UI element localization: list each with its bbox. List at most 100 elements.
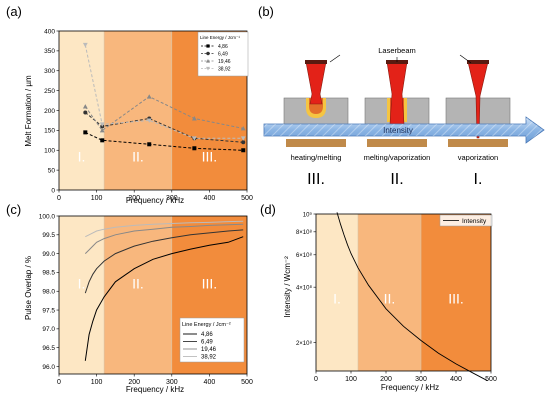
a-zone-label: III. [202, 148, 218, 164]
stage-roman-numeral: III. [307, 171, 325, 188]
a-data-point [82, 104, 88, 109]
panel-a-chart: (a) I. II. III. 0 100 200 300 400 500 0 50 100 150 2… [6, 4, 253, 205]
panel-c-legend-label: 6,49 [201, 340, 213, 346]
panel-d-chart: (d) I. II. III. 0 100 200 300 400 500 10⁹ 8×10⁸ 6×… [260, 202, 497, 392]
a-data-point [83, 130, 88, 135]
panel-a-legend-label: 6,49 [218, 52, 228, 58]
a-data-point [241, 140, 246, 145]
d-x-tick-label: 0 [314, 376, 318, 383]
stage-caption: vaporization [458, 153, 498, 162]
d-plot-frame [315, 213, 492, 372]
panel-b-diagram: (b) Laserbeam [258, 4, 545, 188]
a-y-tick-label: 0 [51, 187, 55, 194]
d-x-tick-label: 100 [345, 376, 357, 383]
a-data-point [191, 136, 197, 141]
panel-c-x-axis-title: Frequency / kHz [126, 385, 184, 394]
laserbeam-label: Laserbeam [378, 46, 416, 55]
a-x-tick-label: 500 [241, 195, 253, 202]
panel-a-legend-marker [206, 59, 210, 63]
a-zone-2 [104, 31, 172, 190]
c-y-tick-label: 99.5 [42, 232, 55, 239]
a-data-point [191, 116, 197, 121]
a-data-point [99, 127, 105, 133]
a-data-point [99, 122, 105, 127]
a-data-point [147, 142, 152, 147]
a-data-point [82, 42, 88, 48]
pointer-arrow [329, 54, 341, 63]
panel-c-y-axis-title: Pulse Overlap / % [24, 256, 33, 320]
c-series-line-0 [84, 236, 244, 361]
a-y-tick-label: 200 [44, 108, 55, 115]
c-zone-1 [59, 216, 105, 374]
c-y-tick-label: 96.5 [42, 345, 55, 352]
a-y-tick-label: 250 [44, 88, 55, 95]
a-y-tick-label: 350 [44, 48, 55, 55]
d-x-tick-label: 200 [380, 376, 392, 383]
panel-d-legend-label: Intensity [462, 218, 487, 225]
panel-a-label: (a) [6, 4, 22, 19]
c-y-tick-label: 98.0 [42, 289, 55, 296]
laser-nozzle [467, 60, 489, 64]
c-y-tick-label: 100.0 [39, 213, 56, 220]
panel-c-legend-label: 4,86 [201, 332, 213, 338]
a-x-tick-label: 0 [57, 195, 61, 202]
c-plot-frame [58, 215, 248, 375]
d-zone-label: I. [333, 290, 341, 306]
base-plate [286, 139, 346, 147]
panel-a-legend-marker [206, 44, 210, 48]
c-y-tick-label: 99.0 [42, 251, 55, 258]
panel-a-y-axis-title: Melt Formation / µm [24, 75, 33, 147]
panel-c-legend-title: Line Energy / Jcm⁻² [182, 322, 231, 328]
intensity-arrow-label: Intensity [383, 126, 413, 135]
panel-b-label: (b) [258, 4, 274, 19]
a-data-point [192, 146, 197, 151]
a-data-point [146, 94, 152, 99]
c-x-tick-label: 100 [91, 379, 103, 386]
c-x-tick-label: 500 [241, 379, 253, 386]
c-x-tick-label: 300 [166, 379, 178, 386]
stage-roman-numeral: I. [474, 171, 483, 188]
a-y-tick-label: 150 [44, 128, 55, 135]
d-x-tick-label: 400 [450, 376, 462, 383]
a-y-tick-label: 400 [44, 28, 55, 35]
base-plate [367, 139, 427, 147]
d-zone-3 [421, 214, 491, 371]
panel-a-legend-label: 38,92 [218, 67, 231, 73]
c-x-tick-label: 200 [128, 379, 140, 386]
panel-a-legend-label: 19,46 [218, 59, 231, 65]
d-y-tick-label: 6×10⁸ [296, 252, 313, 259]
stage-caption: melting/vaporization [364, 153, 431, 162]
panel-c-legend-label: 38,92 [201, 355, 217, 361]
panel-a-legend-title: Line Energy / Jcm⁻¹ [200, 35, 240, 40]
d-y-tick-label: 2×10⁸ [296, 340, 313, 347]
c-x-tick-label: 400 [204, 379, 216, 386]
pointer-arrow [459, 54, 472, 64]
c-series-line-1 [84, 229, 244, 294]
panel-a-x-axis-title: Frequency / kHz [126, 196, 184, 205]
panel-d-y-axis-title: Intensity / Wcm⁻² [283, 256, 292, 318]
a-data-point [240, 136, 246, 141]
c-y-tick-label: 96.0 [42, 364, 55, 371]
a-series-line-1 [84, 112, 244, 143]
panel-d-legend: Intensity [439, 214, 493, 227]
d-zone-label: II. [384, 290, 396, 306]
d-y-tick-label: 8×10⁸ [296, 229, 313, 236]
c-zone-2 [104, 216, 172, 374]
c-y-tick-label: 97.5 [42, 307, 55, 314]
d-zone-label: III. [448, 290, 464, 306]
c-y-tick-label: 97.0 [42, 326, 55, 333]
panel-c-label: (c) [6, 202, 21, 217]
a-data-point [240, 125, 246, 131]
a-y-tick-label: 100 [44, 148, 55, 155]
panel-c-legend-box [179, 317, 245, 363]
d-y-tick-label: 10⁹ [303, 211, 313, 218]
c-zone-label: II. [132, 276, 144, 292]
d-x-tick-label: 300 [415, 376, 427, 383]
a-zone-label: I. [78, 148, 86, 164]
d-zone-2 [358, 214, 421, 371]
a-x-tick-label: 200 [128, 195, 140, 202]
panel-d-legend-box [439, 214, 493, 227]
c-series-line-2 [84, 223, 244, 254]
